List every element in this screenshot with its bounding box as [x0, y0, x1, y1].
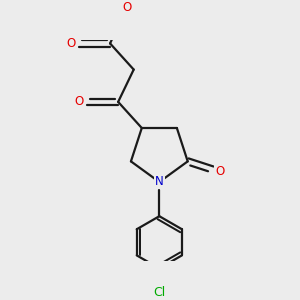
Text: O: O	[66, 37, 76, 50]
Text: N: N	[155, 176, 164, 188]
Text: O: O	[122, 2, 131, 14]
Text: O: O	[74, 95, 84, 108]
Text: O: O	[215, 165, 224, 178]
Text: Cl: Cl	[153, 286, 166, 298]
